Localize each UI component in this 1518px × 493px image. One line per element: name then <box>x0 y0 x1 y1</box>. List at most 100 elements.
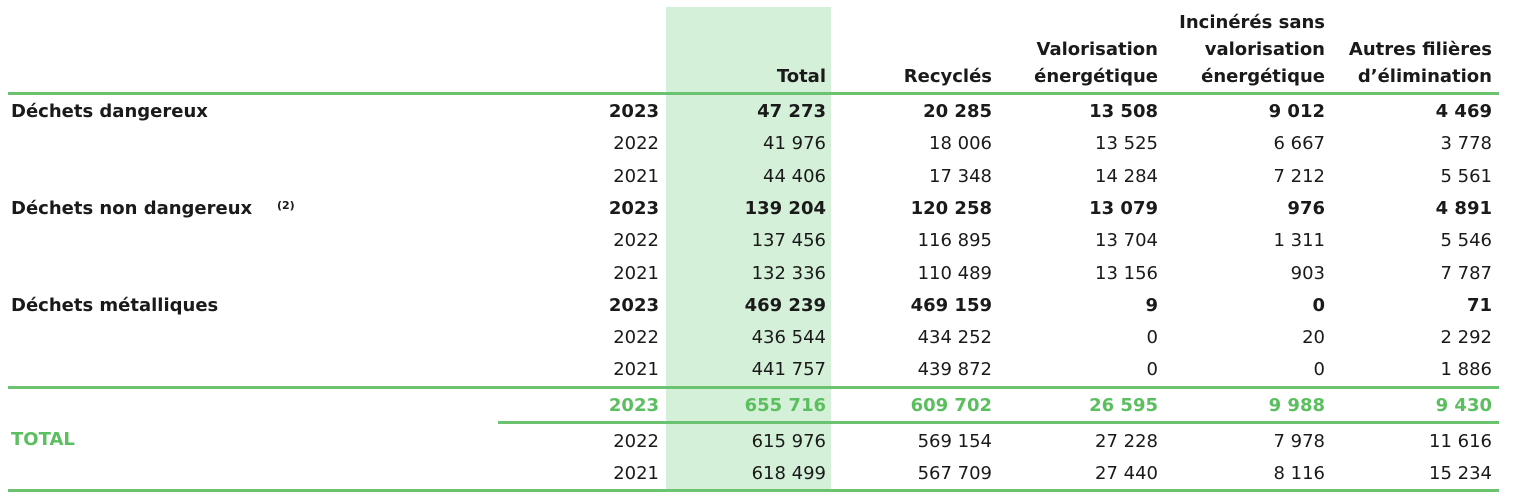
column-header-line: d’élimination <box>1357 66 1492 87</box>
row-group-label: Déchets non dangereux <box>11 198 253 219</box>
total-column-highlight <box>666 7 831 492</box>
column-header: Autres filières d’élimination <box>1322 0 1492 90</box>
row-group-label: Déchets métalliques <box>11 295 219 316</box>
total-value-cell: 618 499 <box>751 463 826 484</box>
value-cell: 137 456 <box>751 230 826 251</box>
value-cell: 71 <box>1466 295 1492 316</box>
column-header-line: valorisation <box>1204 39 1325 60</box>
value-cell: 6 667 <box>1273 133 1325 154</box>
value-cell: 903 <box>1290 263 1325 284</box>
column-header: Total <box>656 0 826 90</box>
total-value-cell: 11 616 <box>1429 431 1492 452</box>
column-header-line: Valorisation <box>1036 39 1159 60</box>
column-header-text: Autres filières d’élimination <box>1322 36 1492 90</box>
column-header-text: Recyclés <box>822 63 992 90</box>
column-header: Valorisation énergétique <box>988 0 1158 90</box>
column-header-line: Total <box>776 66 826 87</box>
total-value-cell: 15 234 <box>1429 463 1492 484</box>
value-cell: 0 <box>1146 359 1158 380</box>
total-value-cell: 27 440 <box>1095 463 1158 484</box>
total-mid-rule <box>498 421 1499 424</box>
row-group-label-note: (2) <box>273 198 295 220</box>
total-value-cell: 7 978 <box>1273 431 1325 452</box>
total-label: TOTAL <box>11 429 75 450</box>
total-year-cell: 2023 <box>608 395 659 416</box>
value-cell: 9 <box>1145 295 1158 316</box>
value-cell: 3 778 <box>1440 133 1492 154</box>
column-header: Recyclés <box>822 0 992 90</box>
value-cell: 441 757 <box>751 359 826 380</box>
value-cell: 7 787 <box>1440 263 1492 284</box>
value-cell: 434 252 <box>917 327 992 348</box>
column-header-line: énergétique <box>1201 66 1325 87</box>
total-value-cell: 9 988 <box>1268 395 1325 416</box>
value-cell: 18 006 <box>929 133 992 154</box>
value-cell: 17 348 <box>929 166 992 187</box>
column-header-line: Autres filières <box>1348 39 1492 60</box>
column-header-text: Total <box>656 63 826 90</box>
total-value-cell: 569 154 <box>917 431 992 452</box>
value-cell: 976 <box>1287 198 1325 219</box>
value-cell: 1 886 <box>1440 359 1492 380</box>
total-top-rule <box>8 386 1499 389</box>
value-cell: 13 156 <box>1095 263 1158 284</box>
value-cell: 4 891 <box>1435 198 1492 219</box>
value-cell: 5 561 <box>1440 166 1492 187</box>
total-value-cell: 8 116 <box>1273 463 1325 484</box>
column-header: Incinérés sans valorisation énergétique <box>1155 0 1325 90</box>
footnote-ref: (2) <box>277 199 295 212</box>
value-cell: 0 <box>1146 327 1158 348</box>
value-cell: 9 012 <box>1268 101 1325 122</box>
total-value-cell: 27 228 <box>1095 431 1158 452</box>
value-cell: 20 285 <box>923 101 992 122</box>
value-cell: 44 406 <box>763 166 826 187</box>
column-header-text: Incinérés sans valorisation énergétique <box>1155 9 1325 90</box>
value-cell: 14 284 <box>1095 166 1158 187</box>
column-header-line: Recyclés <box>903 66 992 87</box>
value-cell: 41 976 <box>763 133 826 154</box>
total-year-cell: 2021 <box>613 463 659 484</box>
year-cell: 2023 <box>608 101 659 122</box>
column-header-line: Incinérés sans <box>1179 12 1325 33</box>
year-cell: 2021 <box>613 263 659 284</box>
year-cell: 2022 <box>613 327 659 348</box>
year-cell: 2022 <box>613 230 659 251</box>
value-cell: 4 469 <box>1435 101 1492 122</box>
total-value-cell: 655 716 <box>744 395 826 416</box>
column-header-text: Valorisation énergétique <box>988 36 1158 90</box>
value-cell: 439 872 <box>917 359 992 380</box>
value-cell: 13 079 <box>1089 198 1158 219</box>
value-cell: 1 311 <box>1273 230 1325 251</box>
row-group-label: Déchets dangereux <box>11 101 208 122</box>
value-cell: 116 895 <box>917 230 992 251</box>
year-cell: 2021 <box>613 359 659 380</box>
header-rule <box>8 92 1499 95</box>
value-cell: 13 508 <box>1089 101 1158 122</box>
year-cell: 2022 <box>613 133 659 154</box>
value-cell: 20 <box>1302 327 1325 348</box>
value-cell: 0 <box>1312 295 1325 316</box>
total-bottom-rule <box>8 489 1499 492</box>
column-header-line: énergétique <box>1034 66 1158 87</box>
value-cell: 469 239 <box>744 295 826 316</box>
year-cell: 2021 <box>613 166 659 187</box>
value-cell: 0 <box>1313 359 1325 380</box>
total-value-cell: 615 976 <box>751 431 826 452</box>
value-cell: 469 159 <box>910 295 992 316</box>
total-value-cell: 9 430 <box>1435 395 1492 416</box>
year-cell: 2023 <box>608 198 659 219</box>
value-cell: 7 212 <box>1273 166 1325 187</box>
total-value-cell: 26 595 <box>1089 395 1158 416</box>
value-cell: 2 292 <box>1440 327 1492 348</box>
value-cell: 47 273 <box>757 101 826 122</box>
value-cell: 110 489 <box>917 263 992 284</box>
value-cell: 139 204 <box>744 198 826 219</box>
total-year-cell: 2022 <box>613 431 659 452</box>
value-cell: 132 336 <box>751 263 826 284</box>
total-value-cell: 567 709 <box>917 463 992 484</box>
value-cell: 5 546 <box>1440 230 1492 251</box>
year-cell: 2023 <box>608 295 659 316</box>
value-cell: 13 525 <box>1095 133 1158 154</box>
value-cell: 120 258 <box>910 198 992 219</box>
value-cell: 13 704 <box>1095 230 1158 251</box>
